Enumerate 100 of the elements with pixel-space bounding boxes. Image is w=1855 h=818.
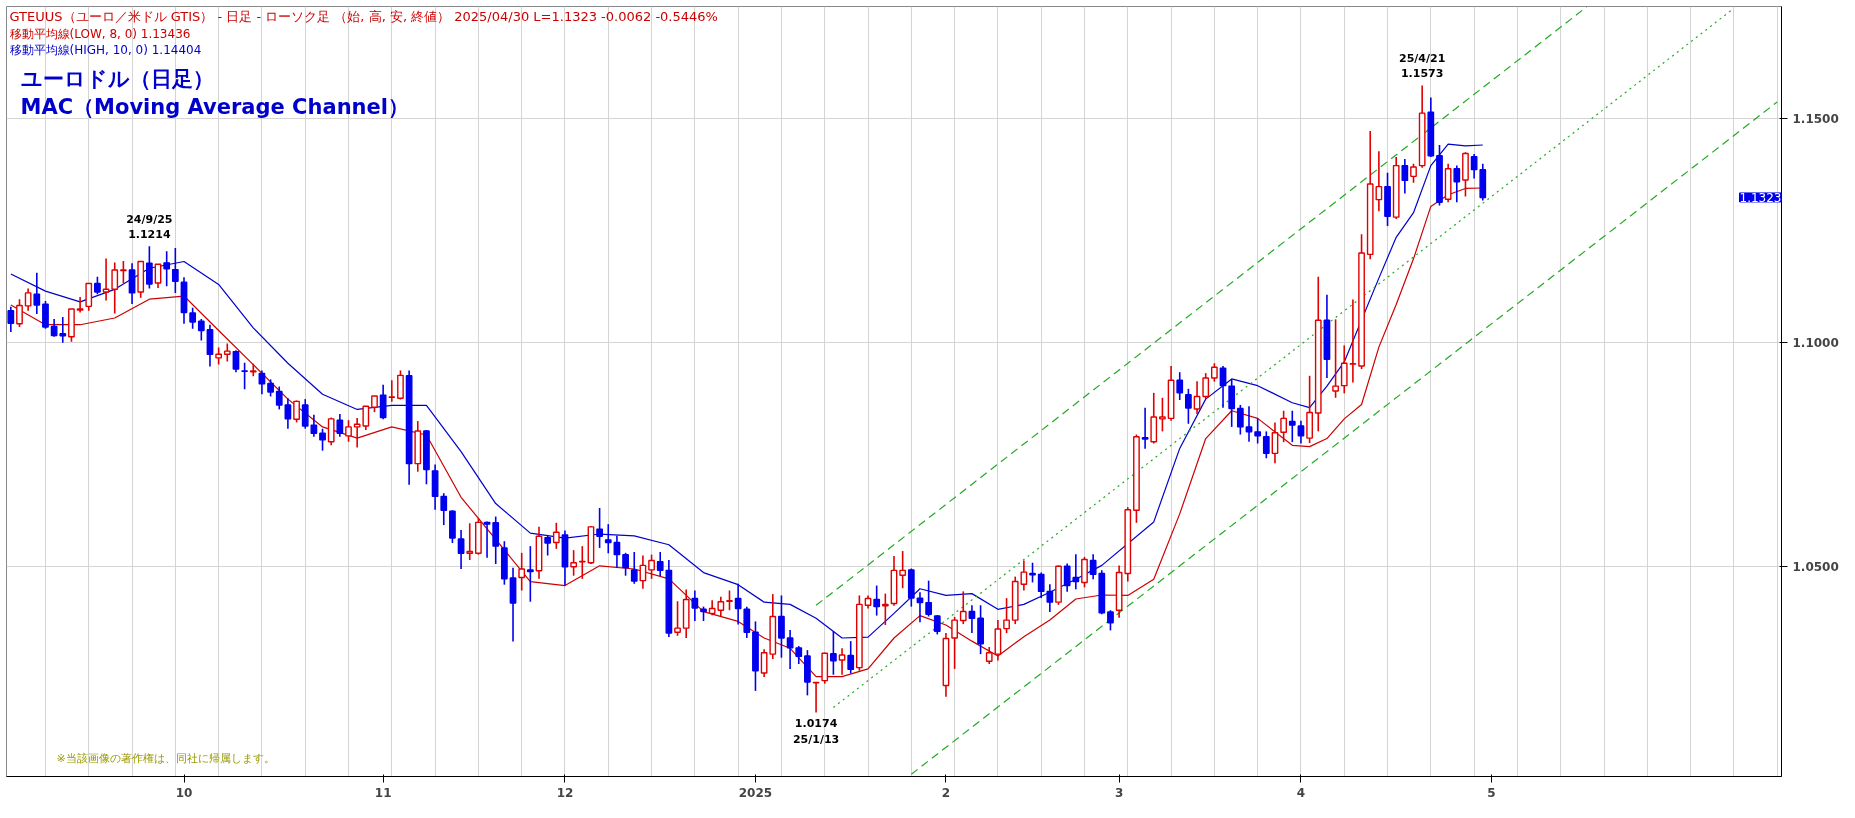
candlestick xyxy=(1332,318,1339,399)
candlestick xyxy=(1185,388,1192,425)
candlestick xyxy=(812,681,820,714)
candlestick xyxy=(933,614,941,636)
y-tick-label: 1.1500 xyxy=(1792,111,1839,126)
candlestick xyxy=(1228,378,1236,428)
x-tick-label: 3 xyxy=(1114,785,1124,800)
candlestick xyxy=(552,522,560,550)
annotation: 1.0174 25/1/13 xyxy=(792,717,840,747)
candlestick xyxy=(1193,380,1201,415)
candlestick xyxy=(847,640,855,675)
candlestick xyxy=(1236,404,1244,436)
x-tick-label: 4 xyxy=(1296,785,1306,800)
candlestick xyxy=(1288,409,1296,443)
candlestick xyxy=(604,523,612,555)
candlestick xyxy=(1202,372,1210,400)
candlestick xyxy=(786,629,794,670)
candlestick xyxy=(648,553,655,580)
candlestick xyxy=(622,552,629,577)
candlestick xyxy=(1029,561,1036,584)
candlestick xyxy=(163,250,171,287)
candlestick xyxy=(1280,409,1288,443)
candlestick xyxy=(85,282,93,312)
x-tick-label: 2025 xyxy=(738,785,773,800)
annotation: 25/4/21 1.1573 xyxy=(1399,51,1446,81)
candlestick xyxy=(319,427,326,452)
line-series xyxy=(10,143,1484,639)
candlestick xyxy=(345,419,352,443)
candlestick xyxy=(743,605,751,639)
annotation: 24/9/25 1.1214 xyxy=(126,212,173,242)
candlestick xyxy=(1159,396,1166,433)
candlestick xyxy=(630,551,638,585)
candlestick xyxy=(102,257,110,302)
candlestick xyxy=(968,604,976,634)
candlestick xyxy=(873,584,881,617)
y-tick-label: 1.1000 xyxy=(1792,335,1839,350)
candlestick xyxy=(1245,405,1253,443)
candlestick xyxy=(916,591,924,624)
candlestick xyxy=(778,594,785,659)
candlestick xyxy=(959,590,967,625)
candlestick xyxy=(830,630,837,676)
candlestick xyxy=(734,582,742,626)
candlestick xyxy=(1470,153,1478,180)
candlestick xyxy=(578,545,586,580)
candlestick xyxy=(1081,556,1088,589)
candlestick xyxy=(16,298,23,328)
candlestick xyxy=(1037,571,1045,599)
candlestick xyxy=(249,362,257,378)
candlestick xyxy=(111,261,119,315)
candlestick xyxy=(76,296,84,314)
text: 移動平均線(LOW, 8, 0) 1.13436 xyxy=(9,26,191,41)
candlestick xyxy=(171,247,179,294)
x-tick-label: 5 xyxy=(1487,785,1496,800)
candlestick xyxy=(1210,362,1218,383)
x-tick-label: 11 xyxy=(374,785,392,800)
candlestick xyxy=(674,600,681,637)
candlestick xyxy=(336,413,344,438)
candlestick xyxy=(293,399,300,424)
candlestick xyxy=(1453,164,1461,204)
candlestick xyxy=(570,549,578,577)
candlestick xyxy=(397,369,404,401)
candlestick xyxy=(457,529,465,570)
candlestick xyxy=(1176,371,1184,401)
chart-title: GTEUUS（ユーロ／米ドル GTIS） - 日足 - ローソク足 （始, 高, 安, 終値） 2025/04/30 L=1.1323 -0.0062 -0.5446% xyxy=(9,8,718,24)
candlestick xyxy=(518,552,526,592)
candlestick xyxy=(284,397,292,430)
candlestick xyxy=(275,385,283,411)
candlestick xyxy=(327,416,335,447)
candlestick xyxy=(899,550,907,590)
candlestick xyxy=(925,579,933,618)
candlestick xyxy=(596,507,603,549)
candlestick xyxy=(1107,609,1114,632)
candlestick xyxy=(1046,583,1054,613)
candlestick xyxy=(388,379,396,403)
y-tick-label: 1.0500 xyxy=(1792,559,1839,574)
candlestick xyxy=(492,515,500,565)
candlestick xyxy=(145,245,153,290)
candlestick xyxy=(483,520,491,559)
x-tick-label: 12 xyxy=(556,785,574,800)
candlestick xyxy=(42,300,49,330)
candlestick xyxy=(838,647,846,676)
candlestick xyxy=(1271,421,1279,465)
candlestick xyxy=(1349,298,1357,384)
candlestick xyxy=(526,545,534,603)
candlestick xyxy=(726,589,733,612)
candlestick xyxy=(440,492,448,526)
candlestick xyxy=(1401,158,1409,195)
candlestick xyxy=(241,362,248,391)
candlestick xyxy=(120,260,127,284)
candlestick xyxy=(691,589,699,622)
candlestick xyxy=(951,616,958,670)
candlestick xyxy=(33,271,41,315)
candlestick xyxy=(1262,430,1270,460)
candlestick xyxy=(189,306,197,330)
candlestick xyxy=(1219,365,1227,409)
annotation: ※当該画像の著作権は、同社に帰属します。 xyxy=(56,751,275,765)
x-tick-label: 10 xyxy=(175,785,193,800)
candlestick xyxy=(1410,163,1417,184)
candlestick xyxy=(232,349,240,374)
candlestick xyxy=(1254,417,1262,445)
